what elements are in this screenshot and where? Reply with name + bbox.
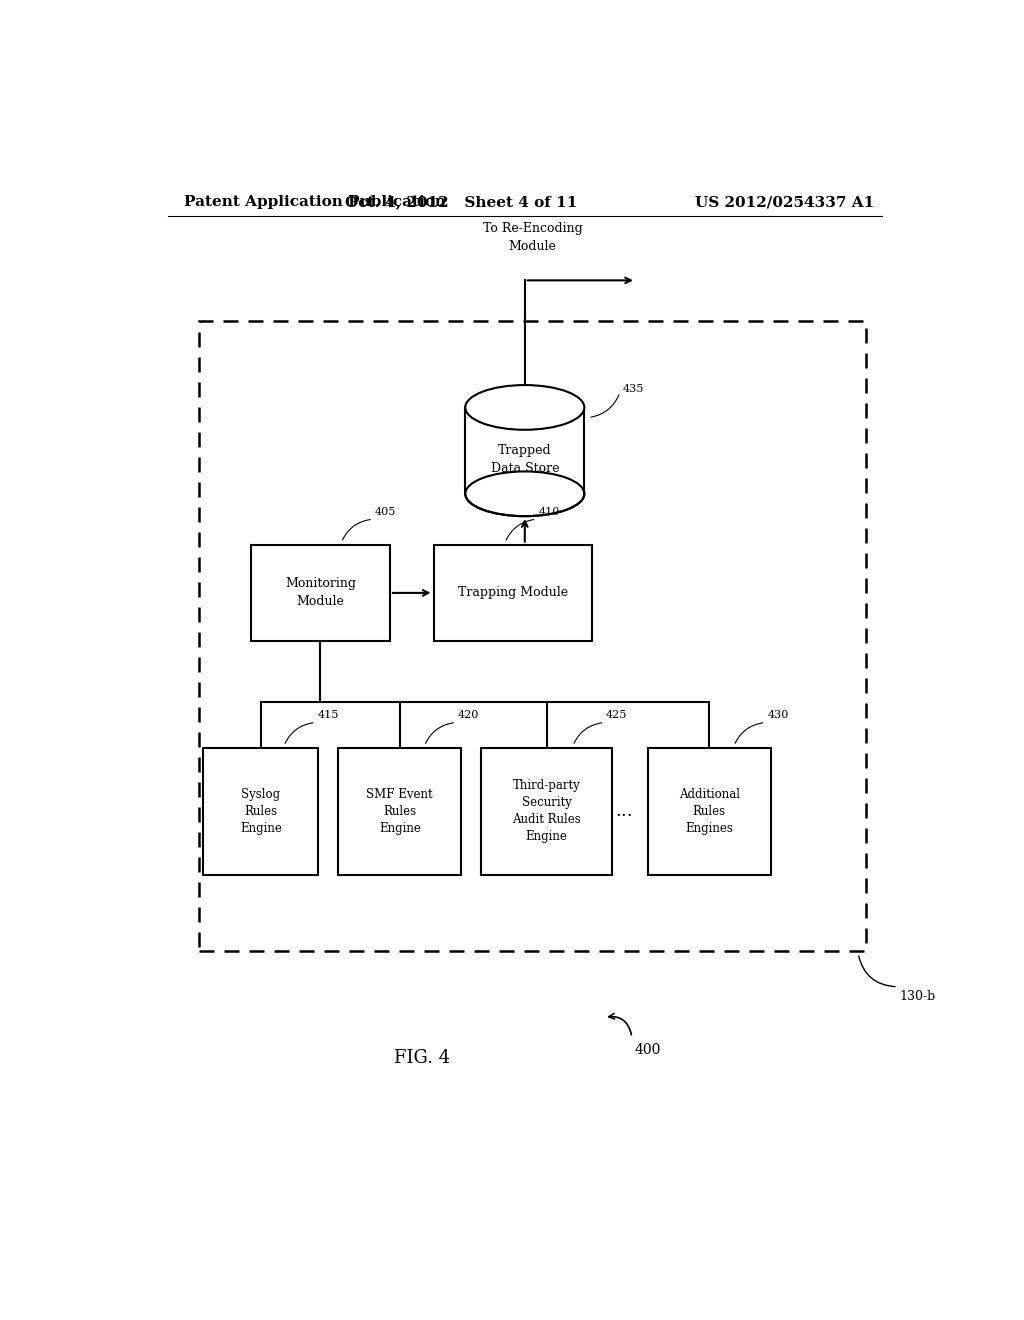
Text: Third-party
Security
Audit Rules
Engine: Third-party Security Audit Rules Engine (512, 779, 581, 843)
Text: 400: 400 (634, 1043, 660, 1057)
Text: Trapped
Data Store: Trapped Data Store (490, 444, 559, 475)
Text: FIG. 4: FIG. 4 (393, 1049, 450, 1067)
FancyBboxPatch shape (251, 545, 390, 642)
Text: 425: 425 (606, 710, 628, 721)
Text: Patent Application Publication: Patent Application Publication (183, 195, 445, 209)
FancyBboxPatch shape (481, 748, 612, 875)
FancyBboxPatch shape (648, 748, 771, 875)
Text: 130-b: 130-b (899, 990, 936, 1003)
Text: Module: Module (509, 240, 557, 253)
Text: To Re-Encoding: To Re-Encoding (483, 222, 583, 235)
Ellipse shape (465, 471, 585, 516)
Ellipse shape (465, 385, 585, 430)
Text: 410: 410 (539, 507, 560, 517)
Text: Oct. 4, 2012   Sheet 4 of 11: Oct. 4, 2012 Sheet 4 of 11 (345, 195, 578, 209)
Text: 415: 415 (317, 710, 339, 721)
Text: 430: 430 (767, 710, 788, 721)
FancyBboxPatch shape (465, 408, 585, 494)
Text: Additional
Rules
Engines: Additional Rules Engines (679, 788, 739, 836)
Text: ...: ... (615, 803, 633, 820)
Text: 405: 405 (375, 507, 396, 517)
Text: 420: 420 (458, 710, 479, 721)
Text: Trapping Module: Trapping Module (458, 586, 568, 599)
Text: US 2012/0254337 A1: US 2012/0254337 A1 (694, 195, 873, 209)
Text: 435: 435 (623, 384, 644, 395)
Text: Syslog
Rules
Engine: Syslog Rules Engine (240, 788, 282, 836)
FancyBboxPatch shape (338, 748, 462, 875)
FancyBboxPatch shape (204, 748, 318, 875)
Text: Monitoring
Module: Monitoring Module (285, 577, 356, 609)
Text: SMF Event
Rules
Engine: SMF Event Rules Engine (367, 788, 433, 836)
FancyBboxPatch shape (433, 545, 592, 642)
